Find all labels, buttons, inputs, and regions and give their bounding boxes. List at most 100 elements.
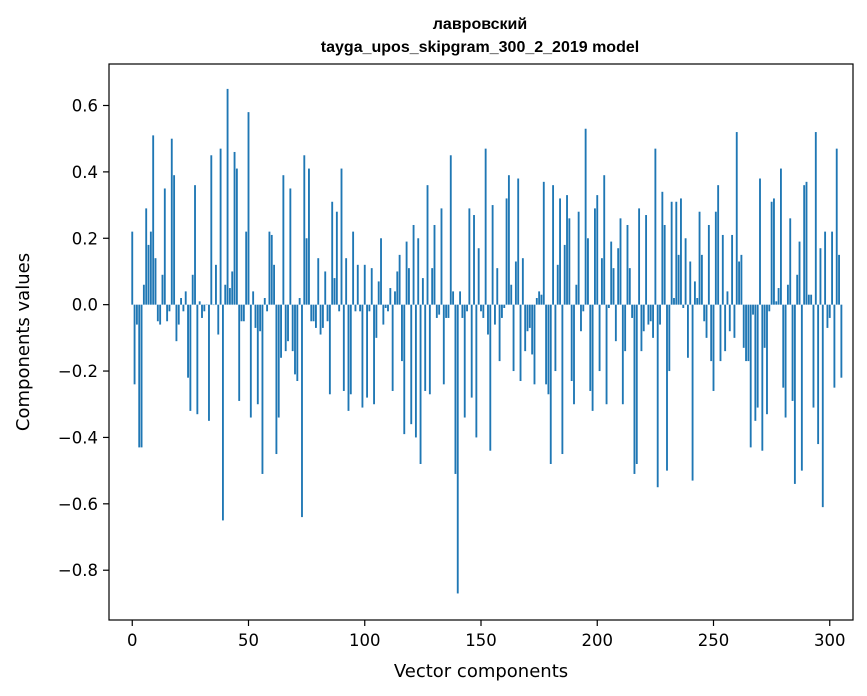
bar-116 bbox=[401, 304, 403, 362]
bar-168 bbox=[521, 258, 524, 305]
bar-226 bbox=[656, 304, 659, 488]
bar-176 bbox=[540, 294, 543, 305]
bar-294 bbox=[814, 132, 817, 305]
y-axis-label: Components values bbox=[13, 253, 34, 431]
bar-25 bbox=[189, 304, 192, 411]
bar-96 bbox=[354, 304, 357, 312]
bar-272 bbox=[763, 304, 766, 348]
bar-83 bbox=[324, 271, 327, 305]
bar-111 bbox=[389, 288, 392, 305]
bar-24 bbox=[187, 304, 189, 378]
bar-174 bbox=[535, 298, 538, 305]
bar-33 bbox=[208, 304, 210, 421]
bar-91 bbox=[342, 304, 345, 391]
bar-158 bbox=[498, 304, 501, 362]
bar-167 bbox=[519, 304, 522, 382]
bar-101 bbox=[366, 304, 368, 398]
bar-179 bbox=[547, 304, 550, 395]
bar-49 bbox=[245, 231, 248, 305]
bar-72 bbox=[298, 298, 301, 305]
bar-59 bbox=[268, 231, 271, 305]
bar-58 bbox=[266, 304, 269, 312]
bar-177 bbox=[542, 181, 545, 305]
bar-3 bbox=[138, 304, 141, 448]
bar-201 bbox=[598, 304, 601, 372]
bar-185 bbox=[561, 304, 564, 455]
bar-81 bbox=[319, 304, 322, 335]
plot-frame bbox=[108, 63, 854, 621]
bar-89 bbox=[338, 304, 341, 312]
bar-216 bbox=[633, 304, 636, 474]
bar-161 bbox=[505, 198, 508, 305]
bar-22 bbox=[182, 304, 185, 312]
bar-119 bbox=[408, 268, 410, 305]
bar-244 bbox=[698, 211, 701, 305]
bar-284 bbox=[791, 304, 794, 401]
bar-214 bbox=[628, 268, 631, 305]
bar-271 bbox=[761, 304, 764, 451]
bar-86 bbox=[331, 201, 334, 305]
bar-265 bbox=[747, 304, 750, 362]
bar-133 bbox=[440, 208, 443, 305]
bar-13 bbox=[161, 274, 164, 305]
bar-47 bbox=[240, 304, 243, 322]
bar-238 bbox=[684, 238, 687, 305]
bar-202 bbox=[600, 258, 603, 305]
bar-100 bbox=[363, 264, 366, 305]
bar-136 bbox=[447, 304, 450, 318]
bar-160 bbox=[503, 304, 506, 308]
bar-142 bbox=[461, 304, 464, 318]
bar-281 bbox=[784, 304, 787, 418]
bar-290 bbox=[805, 181, 808, 305]
bar-73 bbox=[301, 304, 303, 518]
bar-282 bbox=[786, 284, 789, 305]
y-tick-label: −0.6 bbox=[58, 495, 98, 514]
bar-188 bbox=[568, 218, 571, 305]
bar-126 bbox=[424, 304, 427, 391]
bar-141 bbox=[459, 291, 461, 305]
bar-50 bbox=[247, 112, 250, 305]
bar-259 bbox=[733, 304, 736, 338]
bar-169 bbox=[524, 304, 527, 352]
bar-153 bbox=[487, 304, 489, 335]
bar-134 bbox=[442, 304, 445, 385]
bar-241 bbox=[691, 304, 694, 481]
bar-234 bbox=[675, 201, 678, 305]
bar-191 bbox=[575, 284, 578, 305]
bar-63 bbox=[277, 304, 280, 418]
y-tick-label: 0.6 bbox=[72, 96, 98, 115]
bar-143 bbox=[463, 304, 466, 418]
bar-104 bbox=[373, 304, 375, 405]
bar-102 bbox=[368, 304, 371, 312]
bar-239 bbox=[687, 304, 689, 358]
bar-70 bbox=[294, 304, 296, 375]
bar-266 bbox=[749, 304, 752, 448]
bar-124 bbox=[419, 304, 422, 464]
bar-246 bbox=[703, 304, 706, 322]
bar-178 bbox=[545, 304, 548, 385]
bar-122 bbox=[414, 304, 417, 438]
y-tick-label: 0.4 bbox=[72, 163, 98, 182]
bar-10 bbox=[154, 258, 157, 305]
x-tick-label: 50 bbox=[238, 631, 259, 650]
y-tick-label: −0.2 bbox=[58, 362, 98, 381]
bar-28 bbox=[196, 304, 199, 415]
bar-222 bbox=[647, 304, 650, 325]
bar-299 bbox=[826, 304, 829, 328]
bar-304 bbox=[838, 254, 840, 305]
bar-85 bbox=[328, 304, 331, 395]
bar-187 bbox=[566, 195, 568, 305]
bar-146 bbox=[470, 304, 473, 398]
bar-154 bbox=[489, 304, 492, 451]
bar-159 bbox=[500, 304, 503, 318]
bar-296 bbox=[819, 248, 822, 305]
bar-138 bbox=[452, 291, 455, 305]
bar-224 bbox=[652, 304, 654, 338]
bar-139 bbox=[454, 304, 457, 474]
bar-131 bbox=[435, 304, 438, 318]
bar-278 bbox=[777, 288, 780, 305]
bar-263 bbox=[742, 304, 745, 348]
bar-38 bbox=[219, 148, 222, 305]
bar-15 bbox=[166, 304, 169, 322]
bar-60 bbox=[270, 234, 273, 305]
